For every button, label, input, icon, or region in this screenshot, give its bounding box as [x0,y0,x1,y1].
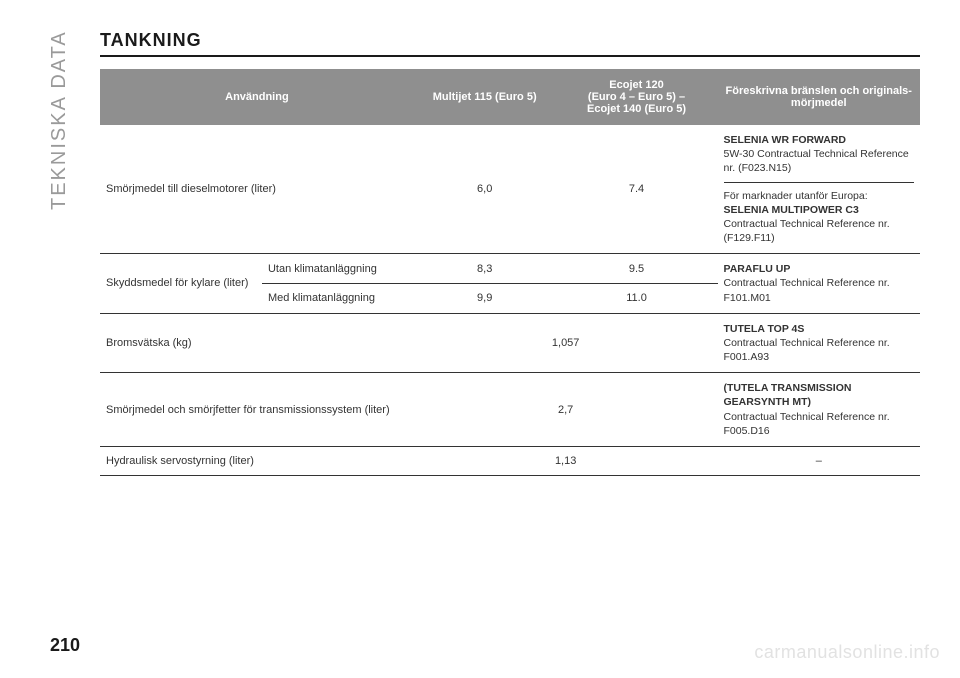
cell-value: 9,9 [414,283,556,313]
cell-label: Smörjmedel till dieselmotorer (liter) [100,125,414,254]
desc-bold: SELENIA WR FORWARD [724,134,847,146]
cell-value: 2,7 [414,373,718,447]
table-row: Skyddsmedel för kylare (liter) Utan klim… [100,254,920,284]
cell-label: Bromsvätska (kg) [100,313,414,373]
desc-text: Contractual Technical Reference nr. (F12… [724,218,890,244]
cell-desc: (TUTELA TRANSMISSION GEARSYNTH MT) Contr… [718,373,921,447]
cell-value: 1,057 [414,313,718,373]
page-title: TANKNING [100,30,920,57]
desc-bold: (TUTELA TRANSMISSION GEARSYNTH MT) [724,382,852,408]
table-row: Hydraulisk servostyrning (liter) 1,13 – [100,446,920,475]
cell-sublabel: Utan klimatanläggning [262,254,414,284]
header-fluids: Föreskrivna bränslen och originals-mörjm… [718,69,921,125]
desc-bold: TUTELA TOP 4S [724,323,805,335]
desc-text: 5W-30 Contractual Technical Reference nr… [724,148,909,174]
cell-sublabel: Med klimatanläggning [262,283,414,313]
desc-text: Contractual Technical Reference nr. F005… [724,411,890,437]
cell-desc: SELENIA WR FORWARD 5W-30 Contractual Tec… [718,125,921,254]
page-content: TANKNING Användning Multijet 115 (Euro 5… [50,30,920,476]
desc-text: Contractual Technical Reference nr. F001… [724,337,890,363]
cell-value: 9.5 [556,254,718,284]
cell-value: 7.4 [556,125,718,254]
cell-desc: TUTELA TOP 4S Contractual Technical Refe… [718,313,921,373]
desc-text: Contractual Technical Reference nr. F101… [724,277,890,303]
cell-desc: – [718,446,921,475]
table-row: Smörjmedel till dieselmotorer (liter) 6,… [100,125,920,254]
table-row: Smörjmedel och smörjfetter för transmiss… [100,373,920,447]
page-number: 210 [50,635,80,656]
table-header-row: Användning Multijet 115 (Euro 5) Ecojet … [100,69,920,125]
header-ecojet: Ecojet 120 (Euro 4 – Euro 5) – Ecojet 14… [556,69,718,125]
cell-label: Smörjmedel och smörjfetter för transmiss… [100,373,414,447]
header-usage: Användning [100,69,414,125]
cell-value: 11.0 [556,283,718,313]
cell-value: 6,0 [414,125,556,254]
cell-label: Skyddsmedel för kylare (liter) [100,254,262,314]
header-multijet: Multijet 115 (Euro 5) [414,69,556,125]
watermark: carmanualsonline.info [754,642,940,663]
cell-label: Hydraulisk servostyrning (liter) [100,446,414,475]
cell-value: 8,3 [414,254,556,284]
desc-bold: PARAFLU UP [724,263,791,275]
spec-table: Användning Multijet 115 (Euro 5) Ecojet … [100,69,920,476]
cell-desc: PARAFLU UP Contractual Technical Referen… [718,254,921,314]
desc-bold: SELENIA MULTIPOWER C3 [724,204,859,216]
desc-text: För marknader utanför Europa: [724,190,868,202]
table-row: Bromsvätska (kg) 1,057 TUTELA TOP 4S Con… [100,313,920,373]
cell-value: 1,13 [414,446,718,475]
